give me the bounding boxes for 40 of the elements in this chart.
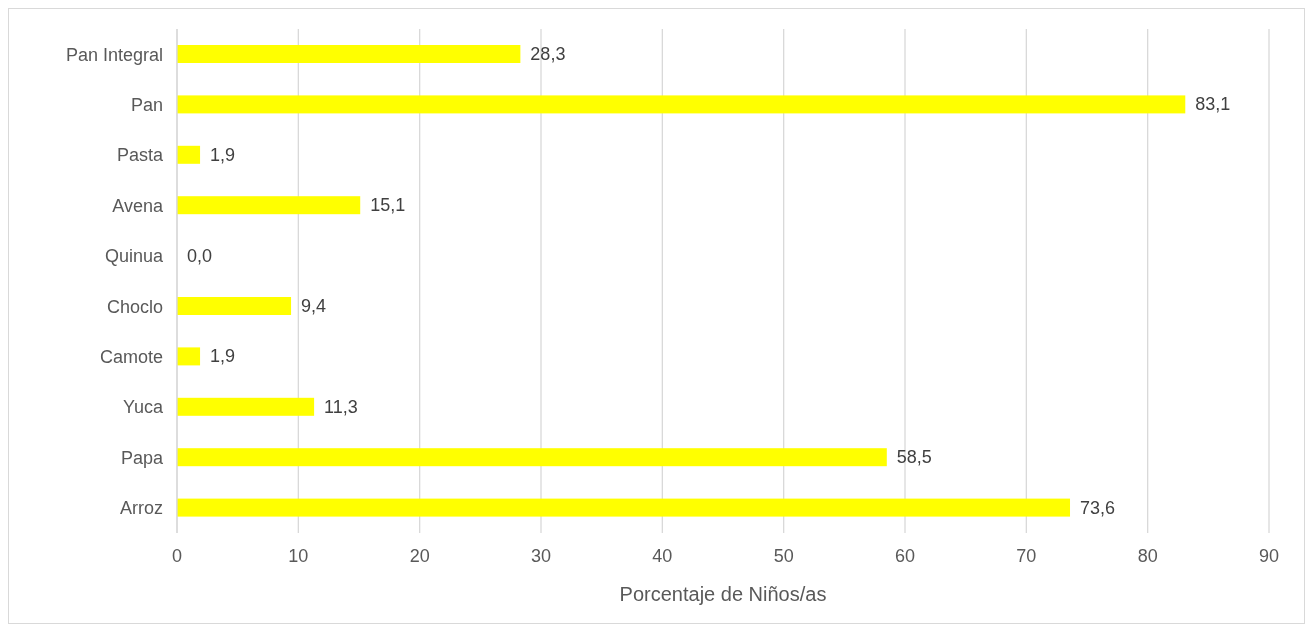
x-tick-label: 90 [1258, 545, 1280, 566]
y-tick-label: Camote [99, 346, 163, 367]
y-tick-label: Yuca [122, 397, 164, 418]
y-tick-label: Papa [120, 447, 164, 468]
bar [177, 95, 1186, 114]
y-tick-label: Pasta [116, 145, 164, 166]
x-tick-label: 50 [773, 545, 794, 566]
data-label: 1,9 [210, 144, 236, 165]
y-tick-label: Avena [112, 195, 164, 216]
x-axis-title: Porcentaje de Niños/as [619, 583, 827, 605]
y-tick-label: Pan Integral [65, 44, 163, 65]
x-tick-label: 10 [288, 545, 309, 566]
bar [177, 448, 887, 467]
bar [177, 45, 521, 63]
data-label: 9,4 [301, 296, 327, 316]
bar [177, 196, 361, 215]
x-tick-label: 20 [409, 545, 430, 566]
bar [177, 347, 201, 366]
x-tick-label: 0 [171, 545, 183, 566]
bar [177, 397, 315, 416]
data-label: 1,9 [210, 346, 236, 367]
y-tick-label: Quinua [104, 246, 164, 267]
x-tick-label: 60 [894, 545, 916, 566]
bar [177, 297, 292, 315]
data-label: 73,6 [1080, 497, 1116, 518]
x-tick-label: 80 [1137, 545, 1158, 566]
x-tick-label: 40 [652, 545, 673, 566]
y-tick-label: Pan [130, 94, 163, 115]
x-tick-label: 30 [530, 545, 552, 566]
data-label: 11,3 [324, 396, 358, 417]
x-tick-label: 70 [1016, 545, 1037, 566]
data-label: 15,1 [370, 195, 406, 216]
data-label: 0,0 [187, 245, 213, 266]
y-tick-label: Arroz [119, 498, 163, 519]
data-label: 58,5 [896, 447, 932, 468]
bar [177, 145, 201, 164]
bar [177, 498, 1071, 517]
data-label: 83,1 [1195, 94, 1231, 115]
y-tick-label: Choclo [106, 296, 163, 317]
data-label: 28,3 [530, 44, 566, 64]
